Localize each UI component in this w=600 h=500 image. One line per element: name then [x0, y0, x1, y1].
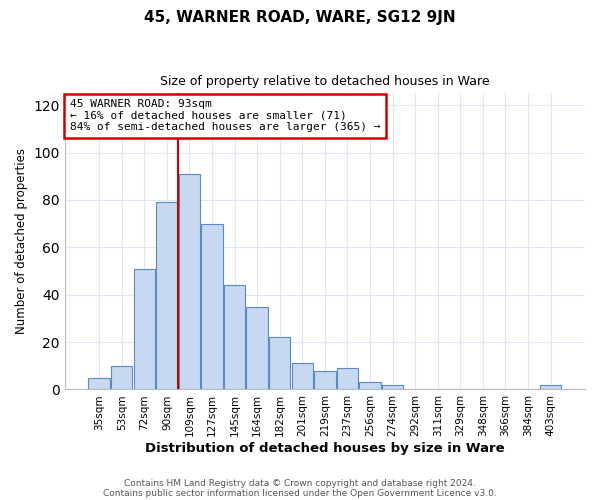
Bar — [359, 382, 381, 390]
Bar — [156, 202, 178, 390]
Bar — [382, 384, 403, 390]
Bar — [269, 338, 290, 390]
Bar — [337, 368, 358, 390]
Text: Contains HM Land Registry data © Crown copyright and database right 2024.: Contains HM Land Registry data © Crown c… — [124, 478, 476, 488]
Text: Contains public sector information licensed under the Open Government Licence v3: Contains public sector information licen… — [103, 488, 497, 498]
Bar — [540, 384, 562, 390]
Text: 45 WARNER ROAD: 93sqm
← 16% of detached houses are smaller (71)
84% of semi-deta: 45 WARNER ROAD: 93sqm ← 16% of detached … — [70, 100, 380, 132]
Bar — [111, 366, 133, 390]
Bar — [292, 364, 313, 390]
X-axis label: Distribution of detached houses by size in Ware: Distribution of detached houses by size … — [145, 442, 505, 455]
Bar — [314, 370, 335, 390]
Text: 45, WARNER ROAD, WARE, SG12 9JN: 45, WARNER ROAD, WARE, SG12 9JN — [144, 10, 456, 25]
Bar — [247, 306, 268, 390]
Bar — [134, 268, 155, 390]
Bar — [202, 224, 223, 390]
Y-axis label: Number of detached properties: Number of detached properties — [15, 148, 28, 334]
Bar — [88, 378, 110, 390]
Bar — [224, 285, 245, 390]
Title: Size of property relative to detached houses in Ware: Size of property relative to detached ho… — [160, 75, 490, 88]
Bar — [179, 174, 200, 390]
